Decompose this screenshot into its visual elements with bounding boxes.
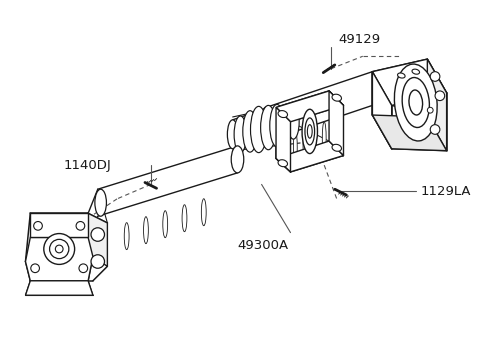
Ellipse shape bbox=[91, 255, 105, 268]
Ellipse shape bbox=[49, 239, 69, 259]
Ellipse shape bbox=[284, 134, 288, 168]
Polygon shape bbox=[30, 213, 88, 237]
Ellipse shape bbox=[231, 146, 244, 173]
Polygon shape bbox=[427, 59, 446, 151]
Ellipse shape bbox=[409, 90, 422, 115]
Ellipse shape bbox=[303, 128, 307, 162]
Polygon shape bbox=[276, 141, 344, 172]
Polygon shape bbox=[25, 237, 93, 281]
Ellipse shape bbox=[270, 104, 284, 147]
Ellipse shape bbox=[201, 199, 206, 226]
Ellipse shape bbox=[228, 120, 238, 149]
Ellipse shape bbox=[322, 122, 326, 155]
Ellipse shape bbox=[427, 107, 433, 113]
Polygon shape bbox=[276, 91, 344, 122]
Polygon shape bbox=[276, 107, 290, 172]
Polygon shape bbox=[372, 59, 446, 105]
Ellipse shape bbox=[91, 228, 105, 241]
Ellipse shape bbox=[278, 160, 288, 167]
Ellipse shape bbox=[332, 144, 341, 151]
Polygon shape bbox=[329, 91, 344, 155]
Ellipse shape bbox=[395, 64, 437, 141]
Ellipse shape bbox=[293, 131, 297, 165]
Text: 49300A: 49300A bbox=[238, 239, 288, 251]
Polygon shape bbox=[88, 213, 108, 281]
Ellipse shape bbox=[332, 94, 341, 101]
Polygon shape bbox=[25, 281, 93, 295]
Polygon shape bbox=[372, 115, 446, 151]
Ellipse shape bbox=[44, 234, 74, 264]
Ellipse shape bbox=[261, 107, 272, 141]
Ellipse shape bbox=[144, 217, 148, 244]
Ellipse shape bbox=[124, 223, 129, 250]
Ellipse shape bbox=[397, 73, 405, 78]
Ellipse shape bbox=[234, 116, 247, 153]
Ellipse shape bbox=[305, 118, 314, 145]
Ellipse shape bbox=[76, 221, 85, 230]
Ellipse shape bbox=[251, 106, 267, 153]
Polygon shape bbox=[372, 72, 392, 149]
Ellipse shape bbox=[34, 221, 42, 230]
Ellipse shape bbox=[430, 125, 440, 134]
Ellipse shape bbox=[95, 189, 107, 216]
Ellipse shape bbox=[163, 211, 168, 238]
Ellipse shape bbox=[435, 91, 444, 101]
Ellipse shape bbox=[278, 111, 288, 118]
Ellipse shape bbox=[55, 245, 63, 253]
Ellipse shape bbox=[79, 264, 88, 272]
Ellipse shape bbox=[312, 125, 316, 159]
Ellipse shape bbox=[307, 125, 312, 138]
Ellipse shape bbox=[430, 72, 440, 81]
Ellipse shape bbox=[31, 264, 39, 272]
Text: 1129LA: 1129LA bbox=[420, 185, 471, 198]
Ellipse shape bbox=[288, 104, 299, 139]
Ellipse shape bbox=[261, 105, 276, 150]
Ellipse shape bbox=[402, 77, 430, 127]
Ellipse shape bbox=[302, 109, 317, 153]
Text: 49129: 49129 bbox=[339, 33, 381, 46]
Ellipse shape bbox=[279, 104, 292, 143]
Ellipse shape bbox=[412, 69, 420, 74]
Text: 1140DJ: 1140DJ bbox=[64, 159, 112, 172]
Ellipse shape bbox=[243, 111, 257, 152]
Ellipse shape bbox=[182, 205, 187, 232]
